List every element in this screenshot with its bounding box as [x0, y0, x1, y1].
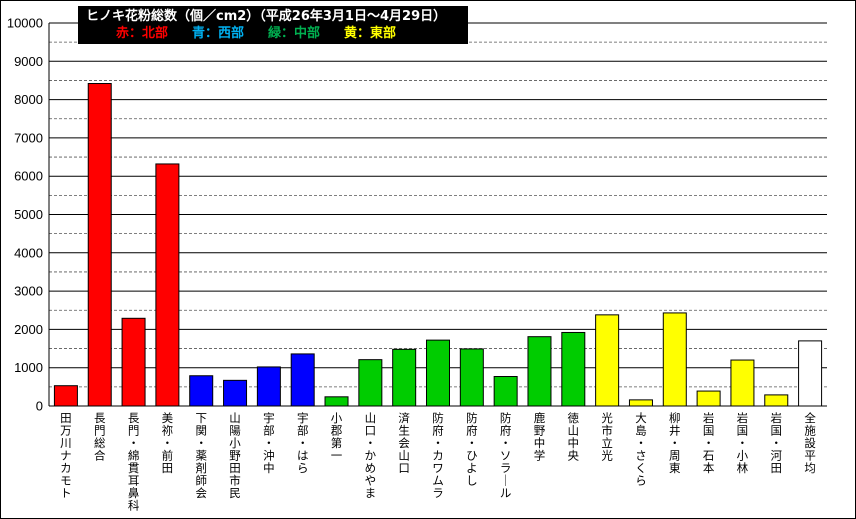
x-tick-label: 山陽小野田市民 — [229, 411, 241, 500]
legend: 赤：北部 青：西部 緑：中部 黄：東部 — [86, 25, 460, 42]
x-tick-label: 小郡第一 — [331, 411, 343, 463]
x-tick-label: 防府・カワムラ — [432, 411, 444, 500]
bar — [798, 340, 823, 407]
title-box: ヒノキ花粉総数（個／cm2）（平成26年3月1日～4月29日） 赤：北部 青：西部… — [78, 6, 468, 44]
bar — [392, 348, 417, 407]
bar — [696, 390, 721, 407]
bar — [730, 359, 755, 407]
bar — [324, 396, 349, 407]
y-tick-label: 4000 — [14, 245, 43, 260]
x-tick-label: 防府・ソラ｜ル — [500, 411, 512, 500]
x-tick-label: 美祢・前田 — [162, 411, 174, 475]
chart-title: ヒノキ花粉総数（個／cm2）（平成26年3月1日～4月29日） — [86, 9, 447, 24]
x-tick-label: 鹿野中学 — [534, 411, 546, 463]
x-tick-label: 岩国・石本 — [703, 411, 715, 475]
bars — [53, 83, 823, 407]
bar — [595, 314, 620, 407]
bar — [256, 366, 281, 407]
bar — [561, 331, 586, 407]
y-tick-label: 7000 — [14, 130, 43, 145]
x-tick-label: 柳井・周東 — [669, 411, 681, 475]
bar — [121, 317, 146, 407]
bar — [290, 353, 315, 407]
x-tick-label: 田万川ナカモト — [60, 411, 72, 500]
x-tick-label: 長門総合 — [94, 411, 106, 463]
bar — [493, 376, 518, 407]
x-tick-label: 長門・綿貫耳鼻科 — [128, 411, 140, 513]
x-tick-label: 山口・かめやま — [365, 411, 377, 500]
bar — [189, 375, 214, 407]
bar — [223, 379, 248, 407]
bar — [425, 339, 451, 407]
bar — [155, 163, 180, 407]
x-tick-label: 宇部・はら — [297, 411, 309, 475]
y-tick-label: 8000 — [14, 92, 43, 107]
bar — [764, 394, 789, 407]
x-tick-label: 岩国・河田 — [771, 411, 783, 475]
x-tick-label: 下関・薬剤師会 — [195, 411, 207, 500]
x-tick-label: 岩国・小林 — [737, 411, 749, 475]
y-tick-label: 2000 — [14, 322, 43, 337]
x-tick-label: 防府・ひよし — [466, 411, 478, 488]
bar — [628, 399, 653, 407]
legend-entry: 青：西部 — [192, 26, 245, 41]
bar — [53, 385, 78, 407]
y-tick-label: 1000 — [14, 360, 43, 375]
y-tick-label: 5000 — [14, 207, 43, 222]
legend-entry: 黄：東部 — [344, 26, 397, 41]
x-tick-label: 宇部・沖中 — [263, 411, 275, 475]
y-tick-label: 0 — [36, 399, 43, 414]
y-tick-label: 10000 — [7, 16, 43, 31]
x-axis-labels: 田万川ナカモト 長門総合 長門・綿貫耳鼻科 美祢・前田 下関・薬剤師会 山陽小野田市民 宇部… — [60, 411, 816, 513]
x-tick-label: 光市立光 — [601, 411, 613, 463]
legend-entry: 赤：北部 — [116, 26, 169, 41]
bar — [459, 348, 484, 407]
bar — [527, 336, 552, 407]
x-tick-label: 済生会山口 — [398, 411, 410, 475]
y-tick-label: 9000 — [14, 54, 43, 69]
y-axis-ticks: 0 1000 2000 3000 4000 5000 6000 7000 8000 9000 100… — [7, 16, 43, 414]
y-tick-label: 3000 — [14, 284, 43, 299]
x-tick-label: 徳山中央 — [568, 411, 580, 463]
bar — [662, 312, 687, 407]
legend-entry: 緑：中部 — [268, 26, 321, 41]
y-tick-label: 6000 — [14, 169, 43, 184]
bar — [358, 359, 383, 407]
bar — [87, 83, 112, 407]
x-tick-label: 全施設平均 — [804, 411, 816, 475]
x-tick-label: 大島・さくら — [635, 411, 647, 488]
